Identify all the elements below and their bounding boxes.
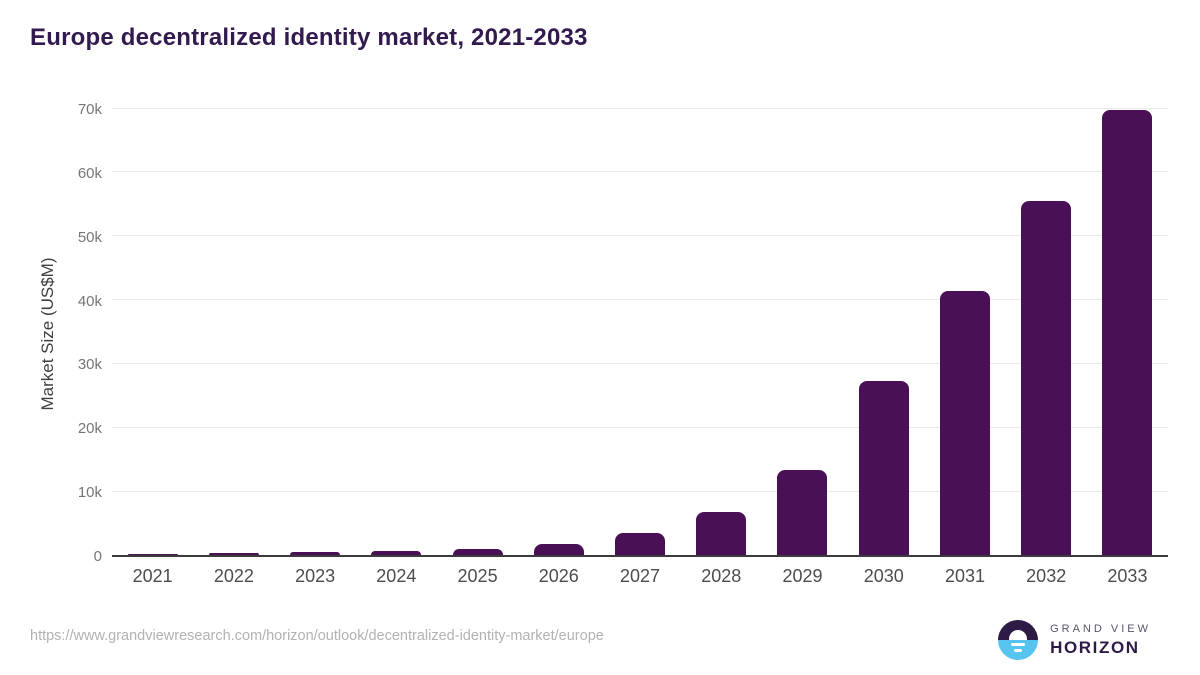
bar-2028[interactable] xyxy=(696,512,747,555)
bar-slot xyxy=(843,110,924,555)
bar-series xyxy=(112,109,1168,555)
bar-2024[interactable] xyxy=(371,551,422,555)
chart-title: Europe decentralized identity market, 20… xyxy=(30,24,588,51)
bar-slot xyxy=(518,110,599,555)
bar-2030[interactable] xyxy=(858,381,909,555)
gridline xyxy=(112,235,1168,237)
x-tick-label: 2026 xyxy=(538,566,579,586)
bar-slot xyxy=(924,110,1005,555)
bar-slot xyxy=(437,110,518,555)
x-tick-label: 2032 xyxy=(1026,566,1067,586)
y-tick-label: 50k xyxy=(77,228,102,246)
bar-slot xyxy=(1087,109,1168,555)
bar-slot xyxy=(274,110,355,555)
bar-slot xyxy=(356,110,437,555)
x-tick-label: 2030 xyxy=(863,566,904,586)
plot-area xyxy=(112,107,1168,557)
horizon-sun-icon xyxy=(998,620,1039,660)
x-tick-label: 2022 xyxy=(213,566,254,586)
x-axis-tick-labels: 2021 2022 2023 2024 2025 2026 2027 2028 2029 2030… xyxy=(112,566,1168,587)
y-tick-label: 30k xyxy=(77,356,102,374)
x-tick-label: 2031 xyxy=(944,566,985,586)
x-tick-label: 2025 xyxy=(457,566,498,586)
x-tick-label: 2029 xyxy=(782,566,823,586)
bar-2022[interactable] xyxy=(208,553,259,555)
x-tick-label: 2024 xyxy=(376,566,417,586)
gridline xyxy=(112,362,1168,364)
bar-2031[interactable] xyxy=(939,291,990,555)
logo-text-grand-view: GRAND VIEW xyxy=(1050,623,1151,635)
y-tick-label: 60k xyxy=(77,164,102,182)
bar-2025[interactable] xyxy=(452,549,503,555)
x-tick-label: 2028 xyxy=(701,566,742,586)
bar-2023[interactable] xyxy=(290,552,341,555)
bar-2021[interactable] xyxy=(127,553,178,555)
gridline xyxy=(112,490,1168,492)
bar-2032[interactable] xyxy=(1021,200,1072,555)
logo-text: GRAND VIEW HORIZON xyxy=(1050,623,1151,657)
y-tick-label: 40k xyxy=(77,292,102,310)
bar-slot xyxy=(599,110,680,555)
y-tick-label: 20k xyxy=(77,420,102,438)
bar-2026[interactable] xyxy=(533,543,584,555)
x-tick-label: 2021 xyxy=(132,566,173,586)
bar-2033[interactable] xyxy=(1102,109,1153,555)
x-tick-label: 2033 xyxy=(1107,566,1148,586)
y-tick-label: 70k xyxy=(77,101,102,118)
gridline xyxy=(112,426,1168,428)
bar-slot xyxy=(112,110,193,555)
x-tick-label: 2023 xyxy=(295,566,336,586)
bar-slot xyxy=(193,110,274,555)
bar-2027[interactable] xyxy=(615,532,666,555)
gridline xyxy=(112,171,1168,173)
reflection-stripe xyxy=(1014,649,1023,652)
y-tick-label: 10k xyxy=(77,484,102,502)
bar-2029[interactable] xyxy=(777,470,828,555)
source-url: https://www.grandviewresearch.com/horizo… xyxy=(30,628,604,644)
gridline xyxy=(112,107,1168,109)
gridline xyxy=(112,299,1168,301)
logo-text-horizon: HORIZON xyxy=(1050,638,1140,657)
y-tick-label: 0 xyxy=(93,548,102,565)
bar-slot xyxy=(681,110,762,555)
x-tick-label: 2027 xyxy=(620,566,661,586)
bar-slot xyxy=(1006,110,1087,555)
bar-slot xyxy=(762,110,843,555)
y-axis-tick-labels: 0 10k 20k 30k 40k 50k 60k 70k xyxy=(30,101,102,565)
sun-shape xyxy=(1009,630,1028,640)
reflection-stripe xyxy=(1011,643,1026,646)
grand-view-horizon-logo: GRAND VIEW HORIZON xyxy=(998,620,1151,660)
